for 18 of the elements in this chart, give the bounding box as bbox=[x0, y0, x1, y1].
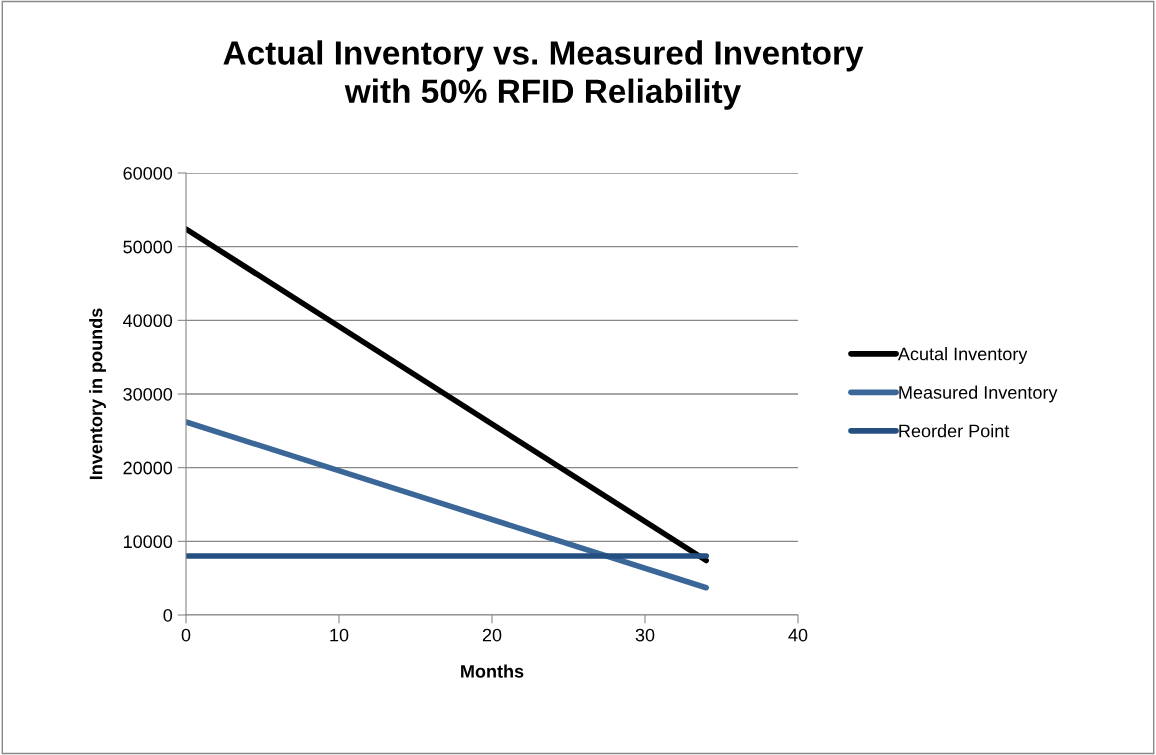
legend-label: Acutal Inventory bbox=[897, 347, 1028, 364]
x-axis-title: Months bbox=[461, 664, 524, 678]
x-tick-label: 0 bbox=[181, 628, 191, 642]
chart-title: Actual Inventory vs. Measured Inventory with 50% RFID Reliability bbox=[223, 40, 864, 110]
y-tick-label: 50000 bbox=[123, 240, 173, 254]
x-tick-label: 20 bbox=[482, 628, 502, 642]
x-tick-label: 10 bbox=[330, 628, 349, 642]
y-tick-label: 20000 bbox=[123, 461, 173, 475]
y-tick-label: 0 bbox=[163, 608, 173, 622]
y-tick-label: 60000 bbox=[123, 166, 173, 180]
legend-label: Reorder Point bbox=[899, 424, 1010, 438]
legend-label: Measured Inventory bbox=[899, 385, 1058, 403]
y-tick-label: 30000 bbox=[123, 387, 173, 401]
x-tick-label: 30 bbox=[635, 628, 655, 642]
y-tick-label: 40000 bbox=[123, 314, 173, 328]
y-axis-title: Inventory in pounds bbox=[89, 308, 106, 480]
y-tick-label: 10000 bbox=[123, 535, 173, 549]
x-tick-label: 40 bbox=[788, 628, 808, 642]
